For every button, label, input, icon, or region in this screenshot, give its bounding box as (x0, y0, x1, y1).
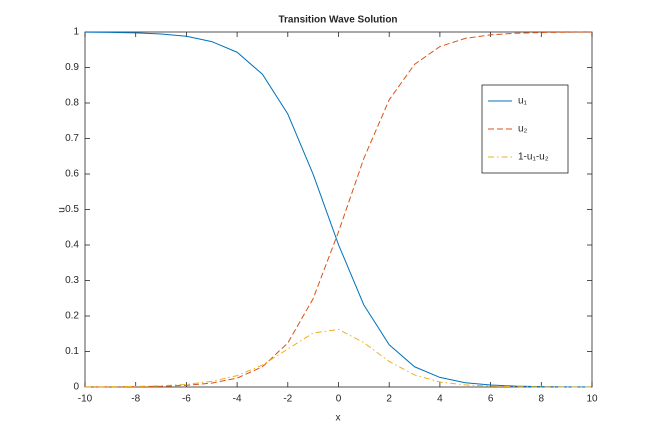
y-tick-label: 0.8 (65, 98, 79, 109)
x-tick-label: 8 (539, 394, 545, 405)
series-line (84, 328, 592, 388)
x-axis-label: x (336, 413, 341, 424)
x-tick-label: -6 (182, 394, 191, 405)
x-tick-label: 0 (336, 394, 342, 405)
y-tick-label: 0.9 (65, 62, 79, 73)
y-tick-label: 0 (73, 382, 79, 393)
legend-label: 1-u₁-u₂ (518, 152, 549, 163)
y-tick-label: 0.6 (65, 169, 79, 180)
y-tick-label: 0.1 (65, 346, 79, 357)
legend-label: u₁ (518, 96, 528, 107)
x-tick-label: 2 (386, 394, 392, 405)
chart-title: Transition Wave Solution (278, 15, 397, 26)
legend-label: u₂ (518, 124, 528, 135)
x-tick-label: -2 (283, 394, 292, 405)
series-line (84, 31, 593, 388)
x-tick-label: -8 (131, 394, 140, 405)
x-tick-label: 4 (437, 394, 443, 405)
x-tick-label: -4 (233, 394, 242, 405)
y-tick-label: 0.3 (65, 275, 79, 286)
x-tick-label: 6 (488, 394, 494, 405)
series-line (84, 31, 593, 388)
y-axis-label: u (57, 207, 68, 213)
y-tick-label: 0.2 (65, 311, 79, 322)
y-tick-label: 0.5 (65, 204, 79, 215)
x-tick-label: -10 (78, 394, 93, 405)
x-tick-label: 10 (586, 394, 598, 405)
legend-box (481, 84, 569, 174)
y-tick-label: 0.7 (65, 133, 79, 144)
y-tick-label: 0.4 (65, 240, 79, 251)
y-tick-label: 1 (73, 27, 79, 38)
